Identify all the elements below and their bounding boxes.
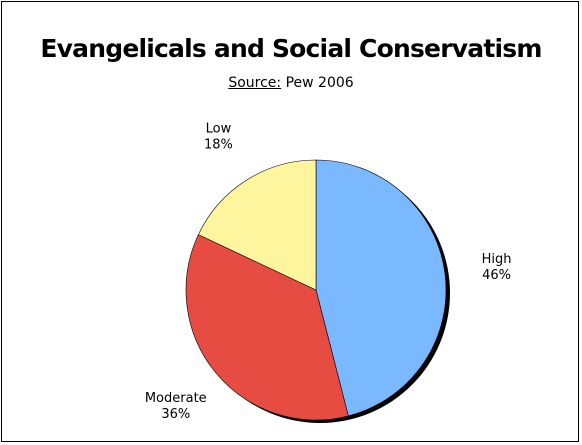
slice-label-low: Low [206, 121, 232, 136]
pie-slice-high [315, 159, 447, 417]
slice-value-high: 46% [482, 268, 511, 283]
source-label: Source: [228, 75, 282, 91]
slice-value-moderate: 36% [161, 407, 190, 422]
pie-slice-low [197, 159, 317, 291]
pie-slice-moderate [185, 234, 349, 421]
chart-subtitle: Source: Pew 2006 [0, 75, 582, 91]
source-text: Pew 2006 [281, 75, 354, 91]
chart-title: Evangelicals and Social Conservatism [40, 34, 542, 63]
slice-label-moderate: Moderate [145, 391, 207, 406]
slice-value-low: 18% [204, 137, 233, 152]
slice-label-high: High [482, 252, 512, 267]
